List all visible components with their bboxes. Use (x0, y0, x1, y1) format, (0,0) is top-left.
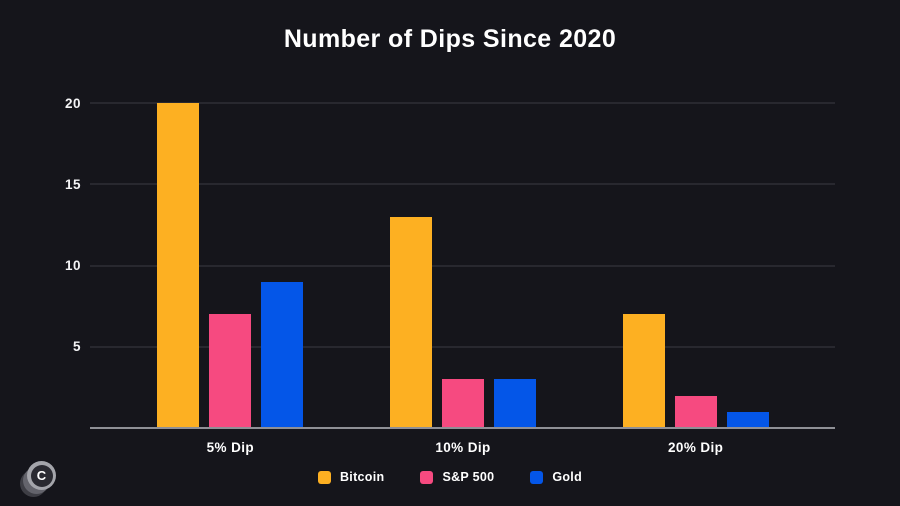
legend-item-s-p-500: S&P 500 (420, 470, 494, 484)
bar-bitcoin-10-dip (390, 216, 432, 428)
bar-gold-10-dip (494, 379, 536, 428)
y-axis-tick-label: 20 (64, 95, 81, 111)
x-axis-label-5-dip: 5% Dip (206, 440, 255, 455)
legend-label-gold: Gold (552, 470, 583, 484)
gridline (90, 346, 835, 348)
bar-bitcoin-20-dip (622, 314, 665, 428)
bar-bitcoin-5-dip (157, 103, 200, 428)
legend-swatch-s-p-500 (420, 470, 434, 484)
bar-gold-5-dip (261, 281, 304, 428)
coin-letter-icon: C (30, 464, 53, 487)
x-axis-label-20-dip: 20% Dip (668, 440, 724, 455)
x-axis-labels: 5% Dip 10% Dip 20% Dip (114, 440, 812, 455)
gridline (90, 102, 835, 104)
bars-row (114, 103, 812, 428)
bar-s-p-500-10-dip (442, 379, 484, 428)
x-axis-line (90, 427, 835, 429)
bar-s-p-500-20-dip (674, 395, 717, 428)
legend-swatch-gold (530, 470, 544, 484)
chart-title: Number of Dips Since 2020 (283, 25, 617, 53)
gridline (90, 183, 835, 185)
x-axis-label-10-dip: 10% Dip (435, 440, 491, 455)
legend-item-gold: Gold (530, 470, 582, 484)
legend: Bitcoin S&P 500 Gold (0, 470, 900, 484)
y-axis-tick-label: 15 (64, 176, 81, 192)
legend-swatch-bitcoin (317, 470, 331, 484)
legend-item-bitcoin: Bitcoin (317, 470, 385, 484)
y-axis-tick-label: 5 (72, 339, 81, 354)
plot-area: 5 10 15 20 (65, 96, 835, 429)
bar-group-5-dip (114, 103, 347, 428)
legend-label-bitcoin: Bitcoin (339, 470, 385, 484)
bar-gold-20-dip (726, 411, 769, 428)
bar-group-20-dip (579, 103, 812, 428)
y-axis-tick-label: 10 (64, 257, 81, 273)
legend-label-s-p-500: S&P 500 (442, 470, 495, 484)
gridline (90, 265, 835, 266)
bar-s-p-500-5-dip (209, 314, 252, 428)
coin-face: C (27, 461, 56, 490)
coin-logo: C (20, 461, 56, 497)
bar-group-10-dip (347, 103, 580, 428)
